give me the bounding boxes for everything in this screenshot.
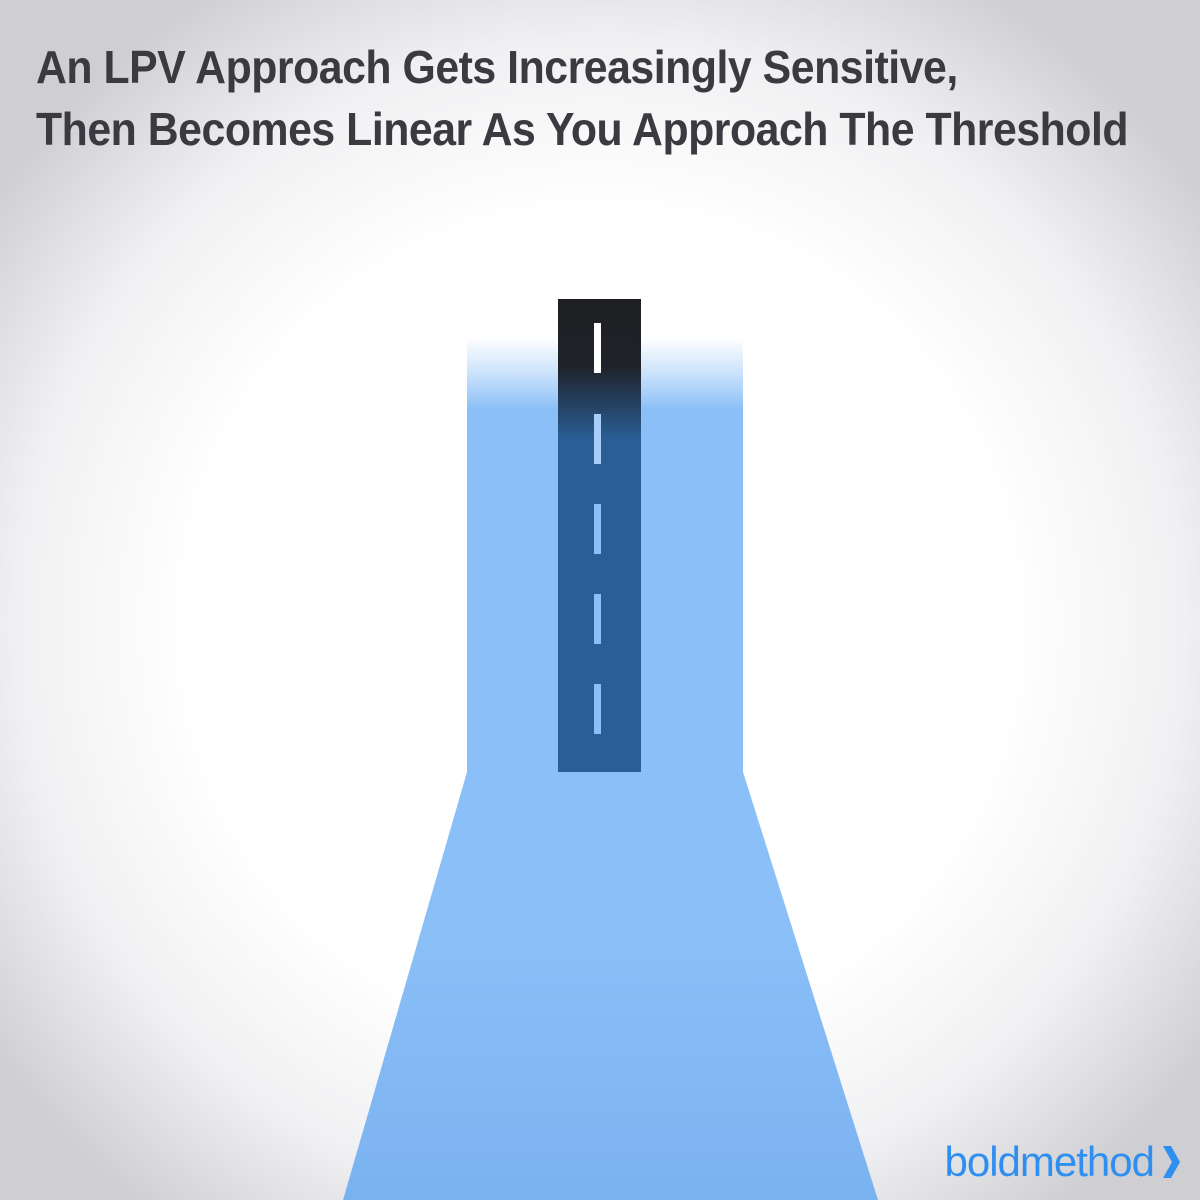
title-line-1: An LPV Approach Gets Increasingly Sensit…	[36, 41, 958, 93]
logo-wordmark: boldmethod	[944, 1138, 1155, 1185]
centerline-dash	[594, 414, 601, 464]
centerline-dash	[594, 323, 601, 373]
chevron-right-icon	[1163, 1146, 1180, 1178]
centerline-dash	[594, 594, 601, 644]
page-title: An LPV Approach Gets Increasingly Sensit…	[36, 36, 1129, 160]
title-line-2: Then Becomes Linear As You Approach The …	[36, 103, 1129, 155]
centerline-dash	[594, 684, 601, 734]
centerline-dash	[594, 504, 601, 554]
runway-centerline	[594, 323, 601, 734]
boldmethod-logo: boldmethod	[945, 1138, 1183, 1186]
